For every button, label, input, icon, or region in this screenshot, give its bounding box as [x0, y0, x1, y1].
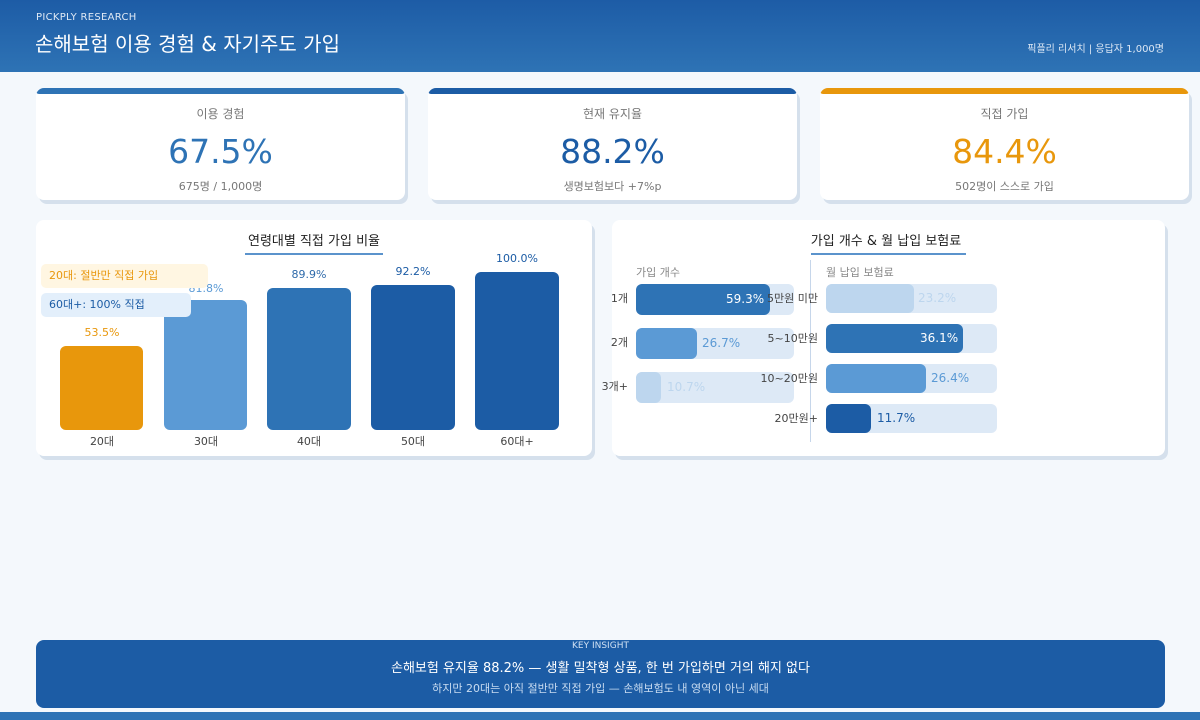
premium-bar-value: 26.4%: [931, 371, 970, 385]
brand-label: PICKPLY RESEARCH: [36, 12, 137, 23]
premium-bar-track: 11.7%: [826, 404, 997, 433]
count-subtitle: 가입 개수: [636, 266, 680, 279]
premium-bar-value: 11.7%: [877, 411, 916, 425]
kpi-accent-bar: [820, 88, 1189, 94]
source-meta: 픽플리 리서치 | 응답자 1,000명: [1027, 44, 1164, 55]
count-bar-1: [636, 284, 770, 315]
kpi-accent-bar: [36, 88, 405, 94]
premium-bar-10-20: [826, 364, 926, 393]
premium-bar-track: 36.1%: [826, 324, 997, 353]
premium-category-label: 10~20만원: [760, 372, 818, 385]
count-bar-track: 26.7%: [636, 328, 794, 359]
count-bar-value: 59.3%: [726, 292, 765, 306]
bar-value-label: 92.2%: [395, 265, 431, 278]
count-bar-2: [636, 328, 697, 359]
kpi-label: 현재 유지율: [582, 107, 642, 121]
footer-bar: [0, 712, 1200, 720]
kpi-card-retention: 현재 유지율 88.2% 생명보험보다 +7%p: [428, 88, 797, 200]
bar-50s: [371, 285, 455, 430]
bar-value-label: 89.9%: [291, 268, 327, 281]
bar-30s: [164, 300, 247, 430]
count-bar-track: 59.3%: [636, 284, 794, 315]
section-divider: [810, 260, 811, 442]
premium-category-label: 5~10만원: [767, 332, 818, 345]
kpi-value: 67.5%: [168, 132, 273, 171]
callout-60s: 60대+: 100% 직접: [41, 293, 191, 317]
page-header: PICKPLY RESEARCH 손해보험 이용 경험 & 자기주도 가입 픽플…: [0, 0, 1200, 72]
kpi-label: 이용 경험: [196, 107, 245, 121]
kpi-card-usage: 이용 경험 67.5% 675명 / 1,000명: [36, 88, 405, 200]
premium-subtitle: 월 납입 보험료: [826, 266, 894, 279]
bar-value-label: 100.0%: [496, 252, 538, 265]
premium-category-label: 20만원+: [774, 412, 818, 425]
bar-20s: [60, 346, 143, 430]
count-bar-3plus: [636, 372, 661, 403]
premium-bar-track: 26.4%: [826, 364, 997, 393]
premium-bar-under-5: [826, 284, 914, 313]
kpi-sub: 502명이 스스로 가입: [955, 180, 1054, 193]
age-direct-chart-panel: 연령대별 직접 가입 비율 53.5% 20대 81.8% 30대 89.9% …: [36, 220, 592, 456]
bar-category-label: 40대: [296, 435, 322, 448]
insight-headline: 손해보험 유지율 88.2% — 생활 밀착형 상품, 한 번 가입하면 거의 …: [391, 661, 810, 676]
key-insight-banner: KEY INSIGHT 손해보험 유지율 88.2% — 생활 밀착형 상품, …: [36, 640, 1165, 708]
bar-category-label: 50대: [400, 435, 426, 448]
premium-category-label: 5만원 미만: [767, 292, 818, 305]
count-category-label: 3개+: [601, 380, 628, 393]
title-underline: [245, 253, 383, 255]
kpi-label: 직접 가입: [980, 107, 1029, 121]
bar-value-label: 53.5%: [84, 326, 120, 339]
kpi-sub: 675명 / 1,000명: [178, 180, 263, 193]
kpi-sub: 생명보험보다 +7%p: [563, 180, 662, 193]
premium-bar-20-plus: [826, 404, 871, 433]
page-title: 손해보험 이용 경험 & 자기주도 가입: [35, 32, 340, 56]
premium-bar-track: 23.2%: [826, 284, 997, 313]
premium-bar-5-10: [826, 324, 963, 353]
title-underline: [811, 253, 966, 255]
bar-category-label: 60대+: [500, 435, 534, 448]
kpi-accent-bar: [428, 88, 797, 94]
count-bar-value: 10.7%: [667, 380, 706, 394]
chart-title: 연령대별 직접 가입 비율: [248, 234, 380, 249]
count-bar-value: 26.7%: [702, 336, 741, 350]
bar-category-label: 20대: [89, 435, 115, 448]
kpi-value: 84.4%: [952, 132, 1057, 171]
bar-category-label: 30대: [193, 435, 219, 448]
insight-detail: 하지만 20대는 아직 절반만 직접 가입 — 손해보험도 내 영역이 아닌 세…: [432, 682, 769, 695]
kpi-value: 88.2%: [560, 132, 665, 171]
kpi-card-direct: 직접 가입 84.4% 502명이 스스로 가입: [820, 88, 1189, 200]
premium-bar-value: 23.2%: [918, 291, 957, 305]
callout-20s: 20대: 절반만 직접 가입: [41, 264, 208, 288]
bar-40s: [267, 288, 351, 430]
count-category-label: 1개: [610, 292, 628, 305]
chart-title: 가입 개수 & 월 납입 보험료: [810, 234, 962, 249]
premium-bar-value: 36.1%: [920, 331, 959, 345]
insight-tag: KEY INSIGHT: [572, 641, 629, 651]
count-bar-track: 10.7%: [636, 372, 794, 403]
count-category-label: 2개: [610, 336, 628, 349]
bar-60s-plus: [475, 272, 559, 430]
count-premium-chart-panel: 가입 개수 & 월 납입 보험료 가입 개수 1개 59.3% 2개 26.7%…: [602, 220, 1165, 456]
